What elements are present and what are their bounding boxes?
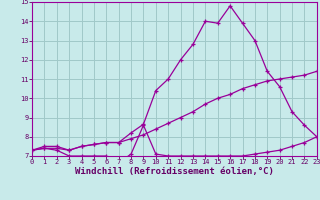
X-axis label: Windchill (Refroidissement éolien,°C): Windchill (Refroidissement éolien,°C) — [75, 167, 274, 176]
